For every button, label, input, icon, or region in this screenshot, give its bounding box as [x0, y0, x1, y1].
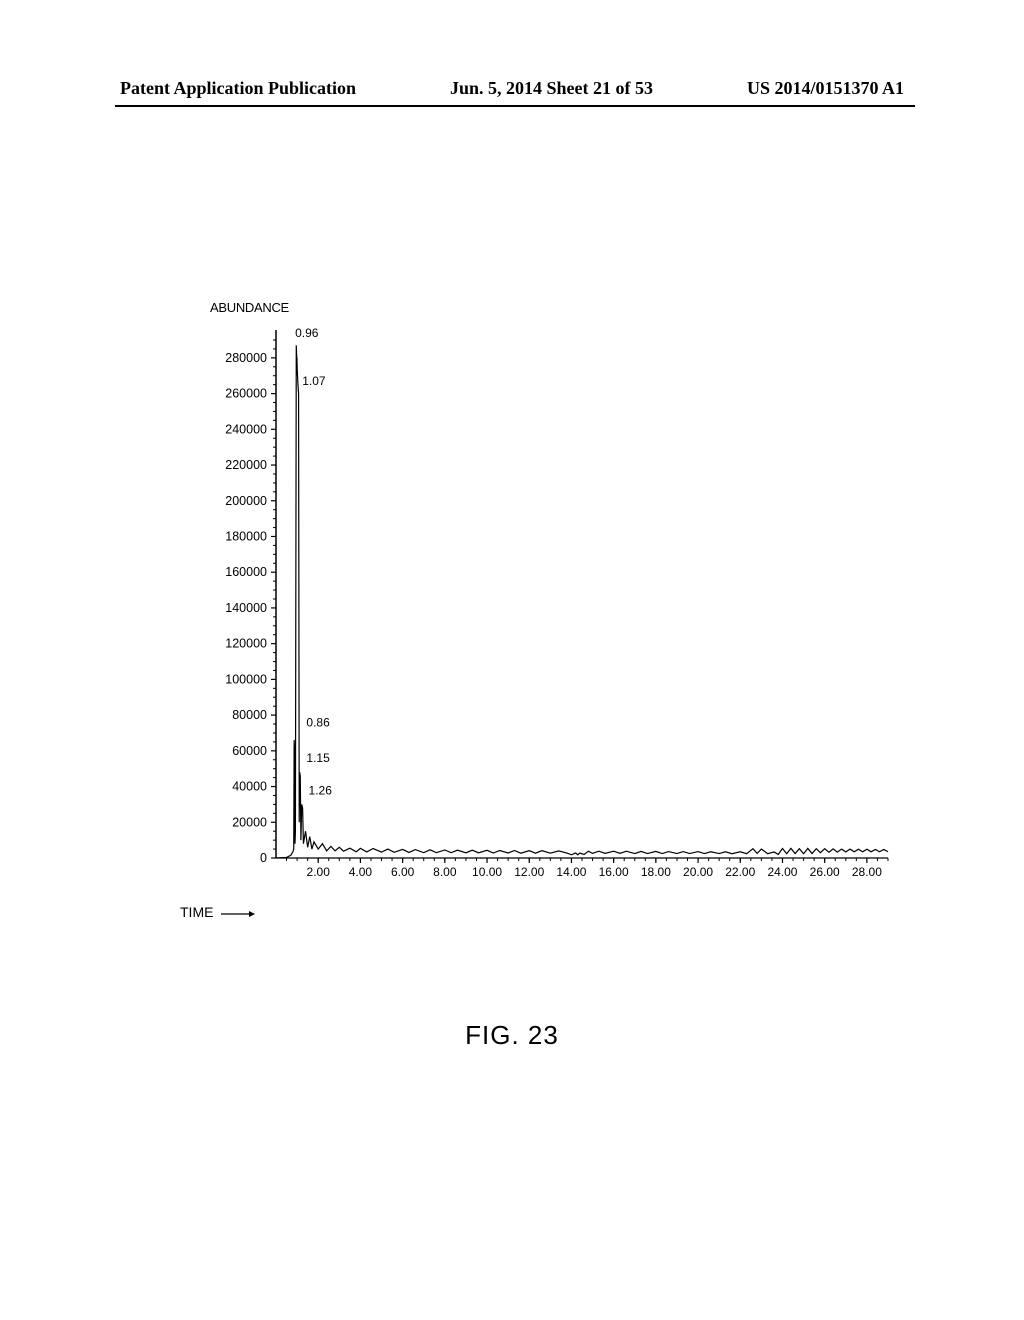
- x-tick-label: 10.00: [472, 865, 502, 879]
- x-tick-label: 18.00: [641, 865, 671, 879]
- y-tick-label: 20000: [232, 815, 267, 829]
- arrow-right-icon: [221, 905, 255, 921]
- y-tick-label: 200000: [225, 494, 267, 508]
- y-tick-label: 0: [260, 851, 267, 865]
- x-tick-label: 4.00: [349, 865, 373, 879]
- x-tick-label: 22.00: [725, 865, 755, 879]
- y-tick-label: 240000: [225, 422, 267, 436]
- x-tick-label: 28.00: [852, 865, 882, 879]
- y-tick-label: 280000: [225, 351, 267, 365]
- y-tick-label: 260000: [225, 387, 267, 401]
- x-tick-label: 2.00: [307, 865, 331, 879]
- chart-svg: 0 20000 40000 60000 80000 100000 120000 140000 1…: [178, 310, 898, 950]
- y-tick-label: 140000: [225, 601, 267, 615]
- y-tick-label: 40000: [232, 780, 267, 794]
- x-tick-label: 6.00: [391, 865, 415, 879]
- peak-label: 1.26: [309, 783, 333, 797]
- y-tick-label: 180000: [225, 529, 267, 543]
- header-left: Patent Application Publication: [120, 78, 356, 99]
- x-axis-title: TIME: [180, 904, 255, 921]
- x-tick-label: 16.00: [599, 865, 629, 879]
- x-tick-label: 26.00: [810, 865, 840, 879]
- peak-label: 0.96: [295, 326, 319, 340]
- y-tick-label: 60000: [232, 744, 267, 758]
- peak-label: 1.15: [306, 751, 330, 765]
- y-tick-label: 160000: [225, 565, 267, 579]
- page: Patent Application Publication Jun. 5, 2…: [0, 0, 1024, 1320]
- header-right: US 2014/0151370 A1: [747, 78, 904, 99]
- y-tick-label: 120000: [225, 637, 267, 651]
- x-axis-title-text: TIME: [180, 904, 213, 920]
- peak-label: 0.86: [306, 715, 330, 729]
- page-header: Patent Application Publication Jun. 5, 2…: [0, 78, 1024, 99]
- y-tick-label: 220000: [225, 458, 267, 472]
- figure-caption: FIG. 23: [0, 1020, 1024, 1051]
- x-tick-label: 14.00: [556, 865, 586, 879]
- x-tick-label: 20.00: [683, 865, 713, 879]
- peak-label: 1.07: [302, 374, 326, 388]
- y-tick-label: 100000: [225, 672, 267, 686]
- chromatogram-chart: 0 20000 40000 60000 80000 100000 120000 140000 1…: [178, 310, 898, 950]
- header-rule: [115, 105, 915, 107]
- y-tick-label: 80000: [232, 708, 267, 722]
- x-tick-label: 8.00: [433, 865, 457, 879]
- header-center: Jun. 5, 2014 Sheet 21 of 53: [450, 78, 653, 99]
- x-tick-label: 24.00: [767, 865, 797, 879]
- x-tick-label: 12.00: [514, 865, 544, 879]
